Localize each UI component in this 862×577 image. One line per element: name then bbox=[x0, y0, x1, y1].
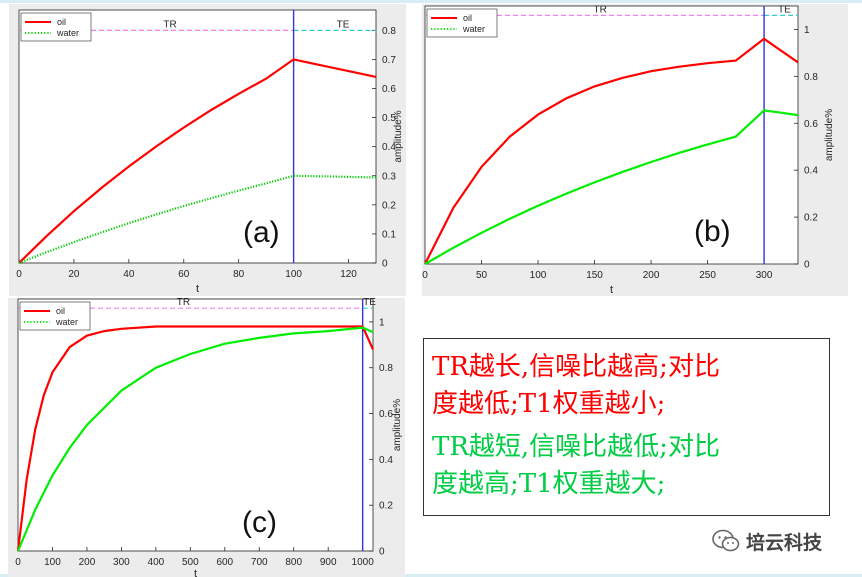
green-note: TR越短,信噪比越低;对比 度越高;T1权重越大; bbox=[432, 429, 821, 503]
decorative-stripe-bottom bbox=[0, 574, 862, 577]
y-tick-label: 0.6 bbox=[804, 119, 818, 130]
decorative-stripe-top bbox=[0, 0, 862, 3]
x-tick-label: 40 bbox=[123, 269, 135, 280]
x-tick-label: 250 bbox=[699, 270, 716, 281]
x-axis-label: t bbox=[610, 284, 613, 296]
legend-label-water: water bbox=[55, 317, 78, 327]
x-tick-label: 0 bbox=[15, 557, 21, 568]
y-tick-label: 0 bbox=[382, 259, 388, 270]
x-axis-label: t bbox=[194, 568, 197, 577]
chart-panel-a: 0 20 40 60 80 100 120 0 0.1 0.2 0.3 0.4 0.5 0.6 0.7 0.8… bbox=[9, 4, 406, 296]
series-line-water bbox=[16, 326, 374, 552]
x-tick-label: 1000 bbox=[352, 557, 375, 568]
watermark-logo: 培云科技 bbox=[712, 526, 822, 556]
red-note-line-2: 度越低;T1权重越小; bbox=[432, 389, 666, 419]
chart-panel-b: 0 50 100 150 200 250 300 0 0.2 0.4 0.6 0.8 1 t amplitu… bbox=[422, 4, 848, 296]
y-axis-label: amplitude% bbox=[393, 110, 404, 162]
x-axis-label: t bbox=[196, 283, 199, 295]
x-tick-label: 300 bbox=[756, 270, 773, 281]
y-tick-label: 0.6 bbox=[379, 409, 393, 420]
y-tick-label: 0.2 bbox=[379, 501, 393, 512]
x-tick-label: 0 bbox=[422, 270, 428, 281]
y-tick-label: 0.8 bbox=[804, 72, 818, 83]
legend-label-oil: oil bbox=[463, 13, 472, 23]
panel-label: (a) bbox=[243, 216, 280, 249]
y-tick-label: 0.7 bbox=[382, 55, 396, 66]
series-line-water bbox=[18, 174, 377, 265]
plot-area bbox=[17, 298, 374, 552]
x-tick-label: 200 bbox=[79, 557, 96, 568]
red-note-line-1: TR越长,信噪比越高;对比 bbox=[432, 352, 720, 382]
x-tick-label: 80 bbox=[233, 269, 245, 280]
y-tick-label: 0 bbox=[804, 260, 810, 271]
y-tick-label: 0.4 bbox=[382, 142, 396, 153]
legend-box bbox=[426, 8, 498, 38]
y-tick-label: 0.4 bbox=[804, 166, 818, 177]
x-tick-label: 0 bbox=[16, 269, 22, 280]
x-tick-label: 400 bbox=[148, 557, 165, 568]
chart-panel-c: 0 100 200 300 400 500 600 700 800 900 1000 0 0.2 0.4 0… bbox=[8, 298, 405, 577]
chart-c-svg: 0 100 200 300 400 500 600 700 800 900 1000 0 0.2 0.4 0… bbox=[15, 298, 403, 577]
y-tick-label: 1 bbox=[379, 317, 385, 328]
y-tick-label: 0.8 bbox=[382, 26, 396, 37]
x-tick-label: 100 bbox=[530, 270, 547, 281]
wechat-icon bbox=[712, 529, 740, 552]
red-note: TR越长,信噪比越高;对比 度越低;T1权重越小; bbox=[432, 349, 821, 423]
y-axis-label: amplitude% bbox=[824, 109, 835, 161]
panel-label: (b) bbox=[694, 215, 731, 248]
green-note-line-2: 度越高;T1权重越大; bbox=[432, 469, 666, 499]
x-tick-label: 50 bbox=[476, 270, 488, 281]
y-tick-label: 0 bbox=[379, 547, 385, 558]
x-tick-label: 60 bbox=[178, 269, 190, 280]
annotation-te: TE bbox=[778, 4, 791, 15]
y-tick-label: 0.2 bbox=[804, 213, 818, 224]
annotation-tr: TR bbox=[594, 4, 607, 15]
y-tick-label: 0.1 bbox=[382, 229, 396, 240]
series-line-oil bbox=[424, 37, 799, 265]
annotation-tr: TR bbox=[177, 298, 190, 308]
x-tick-label: 300 bbox=[113, 557, 130, 568]
series-line-oil bbox=[16, 325, 375, 552]
annotation-tr: TR bbox=[163, 19, 176, 30]
x-tick-label: 900 bbox=[320, 557, 337, 568]
y-tick-label: 0.2 bbox=[382, 200, 396, 211]
legend-label-oil: oil bbox=[56, 306, 65, 316]
x-tick-label: 500 bbox=[182, 557, 199, 568]
legend-box bbox=[20, 12, 92, 42]
legend-label-water: water bbox=[56, 28, 79, 38]
x-tick-label: 150 bbox=[586, 270, 603, 281]
x-tick-label: 200 bbox=[643, 270, 660, 281]
chart-b-svg: 0 50 100 150 200 250 300 0 0.2 0.4 0.6 0.8 1 t amplitu… bbox=[422, 4, 835, 296]
y-tick-label: 0.8 bbox=[379, 363, 393, 374]
explanation-box: TR越长,信噪比越高;对比 度越低;T1权重越小; TR越短,信噪比越低;对比 … bbox=[423, 338, 830, 516]
x-tick-label: 100 bbox=[44, 557, 61, 568]
x-tick-label: 20 bbox=[68, 269, 80, 280]
green-note-line-1: TR越短,信噪比越低;对比 bbox=[432, 432, 720, 462]
x-tick-label: 700 bbox=[251, 557, 268, 568]
plot-area bbox=[18, 9, 377, 264]
y-tick-label: 0.3 bbox=[382, 171, 396, 182]
legend-box bbox=[19, 301, 91, 331]
y-tick-label: 0.5 bbox=[382, 113, 396, 124]
watermark-text: 培云科技 bbox=[746, 532, 823, 554]
y-tick-label: 0.4 bbox=[379, 455, 393, 466]
panel-label: (c) bbox=[242, 506, 277, 539]
x-tick-label: 120 bbox=[340, 269, 357, 280]
chart-a-svg: 0 20 40 60 80 100 120 0 0.1 0.2 0.3 0.4 0.5 0.6 0.7 0.8… bbox=[16, 9, 404, 295]
annotation-te: TE bbox=[337, 19, 350, 30]
x-tick-label: 600 bbox=[216, 557, 233, 568]
y-tick-label: 1 bbox=[804, 25, 810, 36]
legend-label-oil: oil bbox=[57, 17, 66, 27]
series-line-oil bbox=[18, 58, 377, 264]
series-line-water bbox=[424, 109, 799, 265]
y-tick-label: 0.6 bbox=[382, 84, 396, 95]
plot-area bbox=[424, 5, 799, 265]
legend-label-water: water bbox=[462, 24, 485, 34]
x-tick-label: 800 bbox=[285, 557, 302, 568]
annotation-te: TE bbox=[363, 298, 376, 308]
x-tick-label: 100 bbox=[285, 269, 302, 280]
y-axis-label: amplitude% bbox=[392, 399, 403, 451]
